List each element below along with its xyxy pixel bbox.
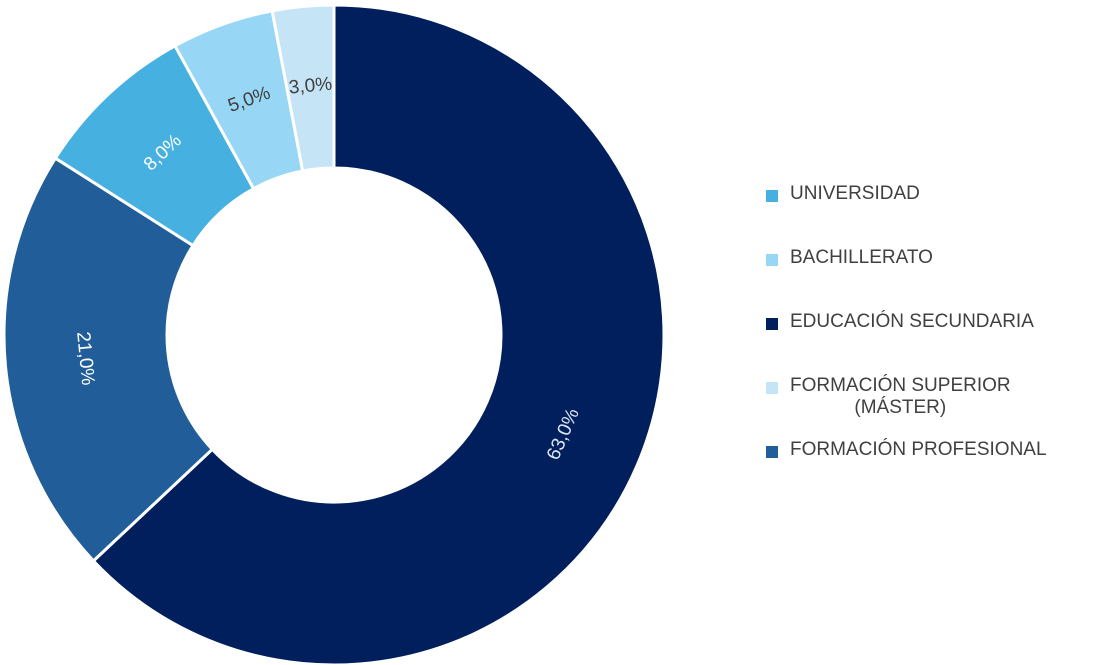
legend-item-universidad: UNIVERSIDAD	[766, 183, 1118, 247]
legend-item-formacion-profesional: FORMACIÓN PROFESIONAL	[766, 439, 1118, 503]
legend-label: FORMACIÓN SUPERIOR (MÁSTER)	[790, 375, 1011, 418]
legend-swatch	[766, 382, 778, 394]
legend-item-educacion-secundaria: EDUCACIÓN SECUNDARIA	[766, 311, 1118, 375]
chart-legend: UNIVERSIDAD BACHILLERATO EDUCACIÓN SECUNDA…	[766, 183, 1118, 503]
slice-formacion-profesional	[2, 156, 215, 564]
legend-swatch	[766, 446, 778, 458]
legend-label: BACHILLERATO	[790, 247, 933, 268]
legend-label: FORMACIÓN PROFESIONAL	[790, 439, 1047, 460]
legend-swatch	[766, 254, 778, 266]
legend-item-formacion-superior-master: FORMACIÓN SUPERIOR (MÁSTER)	[766, 375, 1118, 439]
legend-swatch	[766, 318, 778, 330]
donut-slices	[2, 3, 666, 665]
data-label-formacion-superior-master: 3,0%	[288, 74, 333, 99]
slice-formacion-superior-master	[270, 3, 336, 173]
legend-label: EDUCACIÓN SECUNDARIA	[790, 311, 1034, 332]
slice-educacion-secundaria	[91, 3, 666, 665]
legend-item-bachillerato: BACHILLERATO	[766, 247, 1118, 311]
data-label-formacion-profesional: 21,0%	[72, 331, 98, 387]
legend-label: UNIVERSIDAD	[790, 183, 920, 204]
legend-swatch	[766, 190, 778, 202]
